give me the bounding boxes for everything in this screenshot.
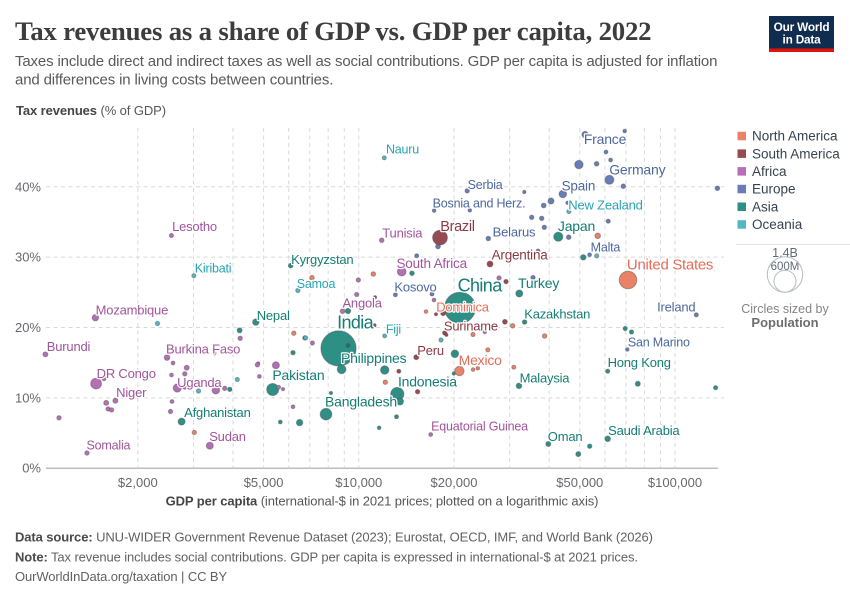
svg-text:Oceania: Oceania xyxy=(752,217,803,232)
svg-text:in Data: in Data xyxy=(783,33,822,47)
svg-text:Argentina: Argentina xyxy=(492,248,549,263)
svg-text:DR Congo: DR Congo xyxy=(97,366,156,381)
svg-text:20%: 20% xyxy=(15,320,41,335)
svg-text:Sudan: Sudan xyxy=(209,429,246,444)
svg-text:Nauru: Nauru xyxy=(386,143,419,157)
svg-text:Asia: Asia xyxy=(752,199,779,214)
svg-text:600M: 600M xyxy=(771,261,800,273)
svg-text:Europe: Europe xyxy=(752,182,796,197)
svg-text:Tax revenues (% of GDP): Tax revenues (% of GDP) xyxy=(16,103,166,118)
svg-text:Uganda: Uganda xyxy=(177,375,222,390)
svg-text:Saudi Arabia: Saudi Arabia xyxy=(608,423,680,438)
svg-text:Tax revenues as a share of GDP: Tax revenues as a share of GDP vs. GDP p… xyxy=(15,16,651,46)
svg-text:Samoa: Samoa xyxy=(297,277,336,291)
svg-text:$20,000: $20,000 xyxy=(431,475,478,490)
svg-text:Taxes include direct and indir: Taxes include direct and indirect taxes … xyxy=(15,53,717,70)
svg-text:Spain: Spain xyxy=(562,179,596,194)
svg-text:Indonesia: Indonesia xyxy=(398,374,457,390)
svg-text:Japan: Japan xyxy=(558,218,595,234)
svg-text:Kazakhstan: Kazakhstan xyxy=(524,307,590,322)
svg-text:Population: Population xyxy=(751,315,818,330)
svg-text:Tunisia: Tunisia xyxy=(382,226,423,241)
svg-text:Somalia: Somalia xyxy=(87,439,131,453)
svg-text:30%: 30% xyxy=(15,250,41,265)
svg-text:Mexico: Mexico xyxy=(459,352,503,368)
svg-text:$5,000: $5,000 xyxy=(244,475,284,490)
svg-text:40%: 40% xyxy=(15,179,41,194)
svg-text:France: France xyxy=(584,131,627,147)
svg-text:Kiribati: Kiribati xyxy=(195,262,232,276)
svg-text:Niger: Niger xyxy=(116,385,147,400)
svg-text:and differences in living cost: and differences in living costs between … xyxy=(15,72,333,89)
svg-text:Ireland: Ireland xyxy=(657,300,695,315)
svg-text:Belarus: Belarus xyxy=(493,225,536,240)
svg-text:$2,000: $2,000 xyxy=(118,475,158,490)
svg-text:Bosnia and Herz.: Bosnia and Herz. xyxy=(433,197,526,211)
svg-text:India: India xyxy=(337,313,375,333)
svg-text:Lesotho: Lesotho xyxy=(172,219,217,234)
svg-text:Dominica: Dominica xyxy=(436,300,490,315)
svg-text:Africa: Africa xyxy=(752,164,787,179)
svg-text:OurWorldInData.org/taxation |: OurWorldInData.org/taxation | CC BY xyxy=(15,569,227,584)
svg-text:Serbia: Serbia xyxy=(468,178,503,192)
svg-text:China: China xyxy=(458,276,504,296)
svg-text:Germany: Germany xyxy=(609,162,665,178)
svg-text:Circles sized by: Circles sized by xyxy=(741,302,829,316)
svg-text:$100,000: $100,000 xyxy=(648,475,702,490)
svg-text:Kosovo: Kosovo xyxy=(394,280,436,295)
svg-text:South Africa: South Africa xyxy=(396,256,467,271)
svg-text:South America: South America xyxy=(752,146,840,161)
svg-text:Burkina Faso: Burkina Faso xyxy=(166,342,240,357)
svg-text:Bangladesh: Bangladesh xyxy=(325,394,397,410)
svg-text:GDP per capita (international-: GDP per capita (international-$ in 2021 … xyxy=(166,494,599,509)
svg-text:Malaysia: Malaysia xyxy=(520,371,571,386)
svg-text:New Zealand: New Zealand xyxy=(568,198,642,213)
svg-text:Our World: Our World xyxy=(774,20,830,34)
svg-text:1.4B: 1.4B xyxy=(772,246,798,260)
svg-text:San Marino: San Marino xyxy=(628,336,690,350)
svg-text:Note: Tax revenue includes soc: Note: Tax revenue includes social contri… xyxy=(15,550,638,565)
svg-text:Philippines: Philippines xyxy=(341,350,407,366)
svg-text:Burundi: Burundi xyxy=(47,339,91,354)
svg-text:Angola: Angola xyxy=(342,296,382,311)
svg-text:Oman: Oman xyxy=(548,429,583,444)
svg-text:$10,000: $10,000 xyxy=(335,475,382,490)
svg-text:0%: 0% xyxy=(22,461,41,476)
svg-text:Mozambique: Mozambique xyxy=(96,303,168,318)
svg-text:Hong Kong: Hong Kong xyxy=(608,355,671,370)
svg-text:Peru: Peru xyxy=(417,343,444,358)
svg-text:Pakistan: Pakistan xyxy=(272,367,324,383)
svg-text:North America: North America xyxy=(752,129,838,144)
svg-text:Kyrgyzstan: Kyrgyzstan xyxy=(291,252,353,267)
svg-text:Equatorial Guinea: Equatorial Guinea xyxy=(431,420,528,434)
svg-text:10%: 10% xyxy=(15,390,41,405)
svg-text:Data source: UNU-WIDER Governm: Data source: UNU-WIDER Government Revenu… xyxy=(15,530,653,545)
svg-text:Turkey: Turkey xyxy=(518,275,559,291)
svg-text:Malta: Malta xyxy=(591,241,621,255)
svg-text:United States: United States xyxy=(627,257,713,274)
svg-text:Afghanistan: Afghanistan xyxy=(184,405,250,420)
svg-text:Suriname: Suriname xyxy=(444,319,498,334)
svg-text:$50,000: $50,000 xyxy=(556,475,603,490)
svg-text:Nepal: Nepal xyxy=(257,308,290,323)
svg-text:Brazil: Brazil xyxy=(440,219,475,235)
svg-text:Fiji: Fiji xyxy=(386,323,401,337)
